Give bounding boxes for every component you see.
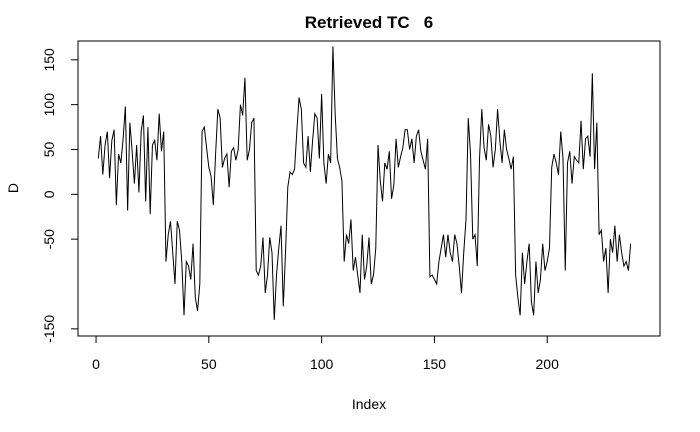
chart-title: Retrieved TC 6	[305, 13, 434, 32]
series-line-1	[97, 46, 632, 320]
x-axis-label: Index	[352, 396, 386, 412]
x-tick-label: 0	[92, 356, 100, 372]
plot-frame	[77, 40, 661, 337]
x-tick-label: 50	[201, 356, 217, 372]
y-axis: -150 -50 0 50 100 150	[41, 48, 79, 343]
y-tick-label: -150	[41, 315, 57, 343]
x-tick-label: 150	[423, 356, 447, 372]
x-axis: 0 50 100 150 200	[92, 335, 560, 372]
x-tick-label: 200	[536, 356, 560, 372]
y-tick-label: 150	[41, 48, 57, 72]
x-tick-label: 100	[310, 356, 334, 372]
data-layer	[97, 46, 632, 320]
y-tick-label: 100	[41, 93, 57, 117]
y-tick-label: 50	[41, 141, 57, 157]
y-tick-label: 0	[41, 190, 57, 198]
y-tick-label: -50	[41, 229, 57, 249]
y-axis-label: D	[5, 183, 21, 193]
